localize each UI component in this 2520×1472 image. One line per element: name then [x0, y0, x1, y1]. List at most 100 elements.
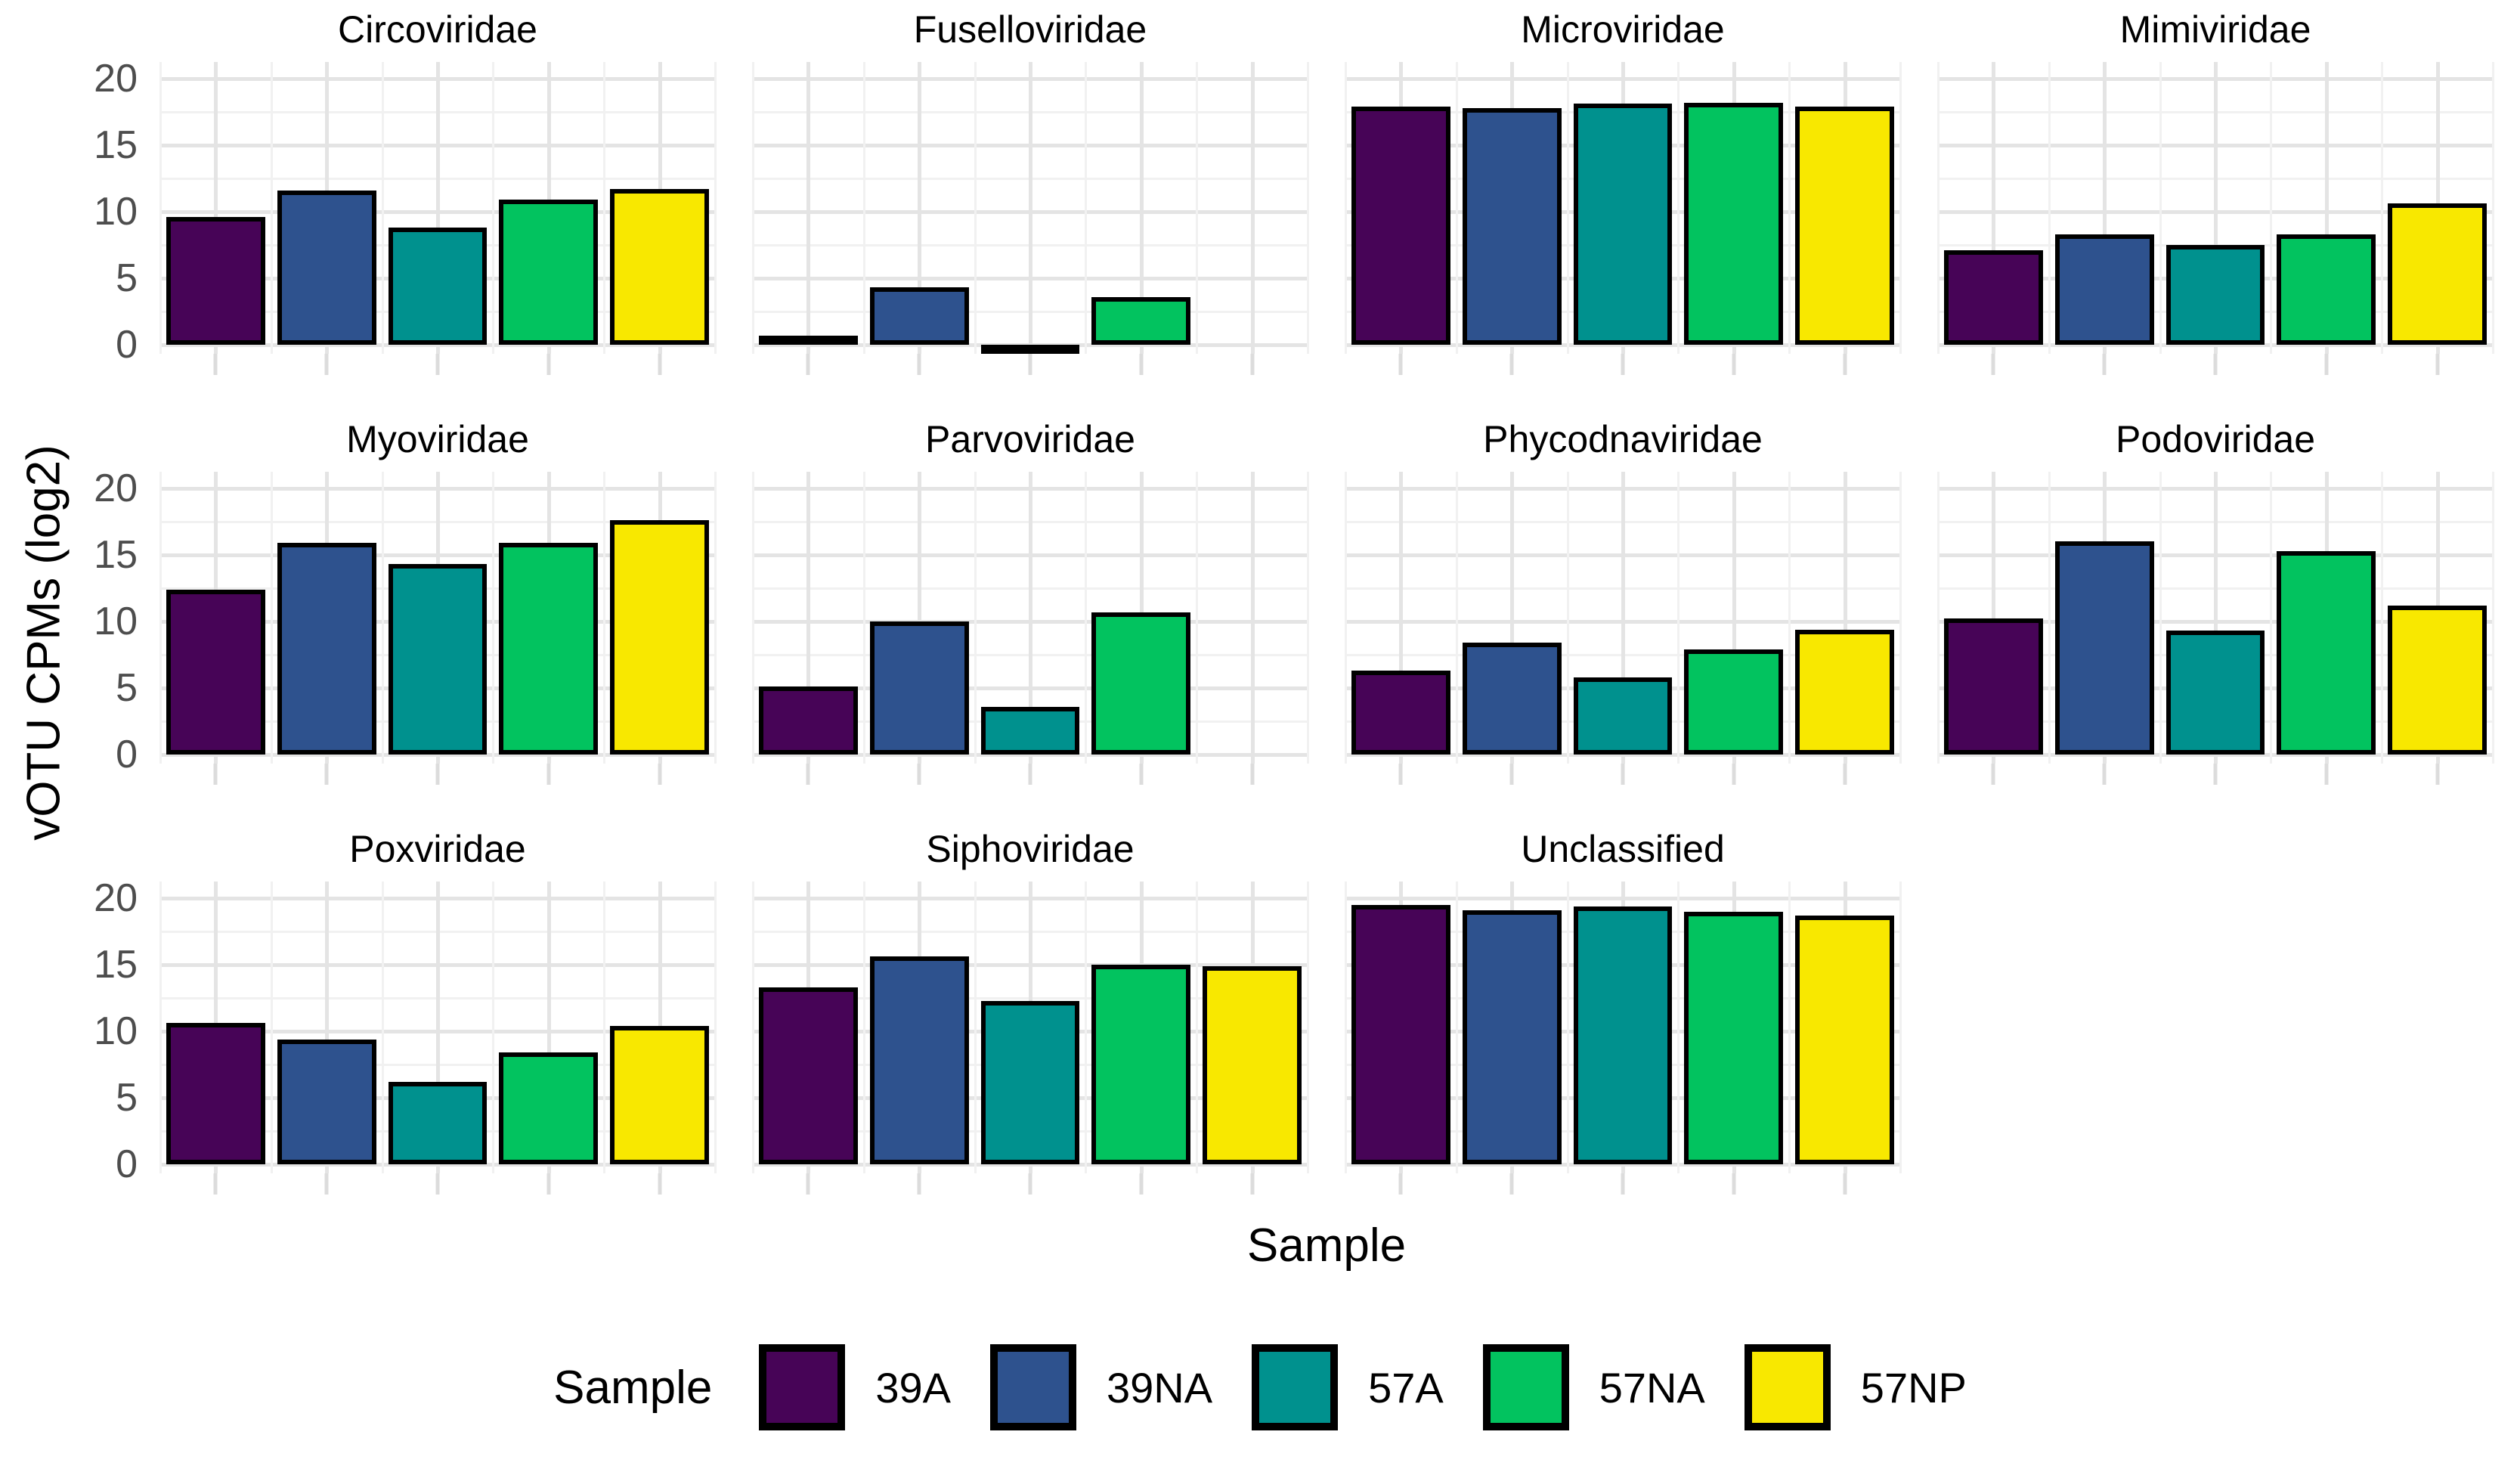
gridline-v-minor — [1566, 62, 1569, 354]
y-tick-label: 20 — [94, 57, 138, 101]
gridline-v-minor — [1196, 882, 1199, 1173]
gridline-v-minor — [1899, 882, 1902, 1173]
gridline-v-minor — [603, 62, 606, 354]
plot-panel: 0 5 10 15 20 — [94, 469, 717, 774]
legend-swatch — [1482, 1344, 1569, 1430]
gridline-v-major — [214, 62, 218, 354]
gridline-v-major — [1843, 472, 1847, 764]
legend-label: 57NP — [1860, 1363, 1967, 1412]
bar-57np — [2388, 203, 2487, 345]
gridline-v-minor — [1788, 62, 1791, 354]
x-tick — [1139, 354, 1144, 375]
y-tick-label: 0 — [116, 1142, 138, 1186]
y-tick-label: 0 — [116, 323, 138, 367]
legend-swatch — [1252, 1344, 1339, 1430]
x-tick — [806, 354, 810, 375]
legend-swatch — [989, 1344, 1076, 1430]
facet-siphoviridae: Siphoviridae — [752, 828, 1309, 1198]
plot-panel — [752, 472, 1309, 764]
x-axis-title: Sample — [1246, 1219, 1407, 1272]
x-tick — [1028, 354, 1032, 375]
facets-grid: Circoviridae 0 5 10 15 20 Fuselloviridae Microv… — [94, 8, 2494, 1198]
gridline-v-major — [1732, 472, 1736, 764]
gridline-v-major — [1992, 472, 1996, 764]
bar-39na — [1462, 643, 1562, 755]
x-ticks-strip — [1345, 354, 1900, 378]
bar-57a — [2166, 245, 2265, 345]
x-tick — [213, 354, 218, 375]
gridline-v-minor — [1899, 472, 1902, 764]
gridline-v-minor — [1307, 882, 1309, 1173]
bar-39na — [869, 621, 969, 755]
facet-podoviridae: Podoviridae — [1937, 418, 2494, 788]
x-tick — [1509, 764, 1514, 785]
gridline-v-major — [1250, 62, 1255, 354]
x-tick — [324, 1173, 329, 1195]
legend-label: 57NA — [1599, 1363, 1705, 1412]
gridline-v-minor — [1455, 882, 1458, 1173]
gridline-v-minor — [270, 882, 273, 1173]
plot-panel — [752, 882, 1309, 1173]
gridline-v-minor — [2270, 472, 2273, 764]
gridline-v-minor — [2492, 62, 2494, 354]
bar-57np — [610, 1025, 709, 1164]
gridline-v-minor — [270, 472, 273, 764]
legend-swatch — [759, 1344, 846, 1430]
gridline-v-minor — [1196, 62, 1199, 354]
legend-entry-57np: 57NP — [1744, 1344, 1967, 1430]
gridline-v-minor — [2159, 472, 2162, 764]
x-ticks-strip — [160, 764, 715, 788]
gridline-v-major — [1029, 472, 1032, 764]
x-tick — [1621, 354, 1625, 375]
gridline-v-minor — [1937, 62, 1940, 354]
facet-title: Poxviridae — [349, 828, 526, 870]
facet-title: Circoviridae — [338, 8, 537, 51]
gridline-v-minor — [2381, 62, 2384, 354]
facet-title: Phycodnaviridae — [1483, 418, 1763, 460]
y-tick-label: 5 — [116, 256, 138, 300]
gridline-v-major — [806, 472, 811, 764]
bar-57na — [499, 200, 599, 345]
bar-57a — [980, 706, 1080, 755]
gridline-v-minor — [1788, 472, 1791, 764]
bar-39na — [869, 956, 969, 1164]
facet-microviridae: Microviridae — [1345, 8, 1902, 378]
x-tick — [435, 1173, 440, 1195]
bar-57na — [1091, 612, 1191, 755]
facet-title: Mimiviridae — [2119, 8, 2311, 51]
x-tick — [1509, 354, 1514, 375]
bar-57na — [2277, 234, 2376, 345]
x-tick — [658, 764, 662, 785]
x-ticks-strip — [753, 354, 1308, 378]
bar-57na — [2277, 550, 2376, 755]
y-tick-label: 20 — [94, 466, 138, 510]
plot-panel — [1345, 472, 1902, 764]
gridline-v-minor — [381, 472, 384, 764]
gridline-v-major — [1399, 472, 1404, 764]
gridline-v-minor — [1677, 472, 1680, 764]
gridline-v-minor — [2492, 472, 2494, 764]
bar-57np — [610, 189, 709, 345]
gridline-v-minor — [1566, 882, 1569, 1173]
gridline-v-major — [1621, 472, 1625, 764]
x-tick — [1621, 764, 1625, 785]
x-tick — [1732, 354, 1736, 375]
bar-39na — [2054, 234, 2154, 345]
facet-title: Podoviridae — [2115, 418, 2316, 460]
gridline-v-major — [2214, 472, 2218, 764]
x-tick — [1991, 354, 1995, 375]
x-ticks-strip — [1345, 764, 1900, 788]
x-tick — [546, 764, 551, 785]
gridline-v-minor — [2048, 472, 2051, 764]
gridline-v-minor — [270, 62, 273, 354]
x-tick — [2213, 764, 2218, 785]
bar-57np — [610, 520, 709, 755]
facet-unclassified: Unclassified — [1345, 828, 1902, 1198]
gridline-v-major — [1250, 472, 1255, 764]
x-tick — [1732, 764, 1736, 785]
bar-57a — [980, 1000, 1080, 1164]
gridline-v-minor — [1085, 882, 1088, 1173]
facet-title: Parvoviridae — [925, 418, 1135, 460]
bar-39na — [1462, 910, 1562, 1164]
x-tick — [658, 354, 662, 375]
